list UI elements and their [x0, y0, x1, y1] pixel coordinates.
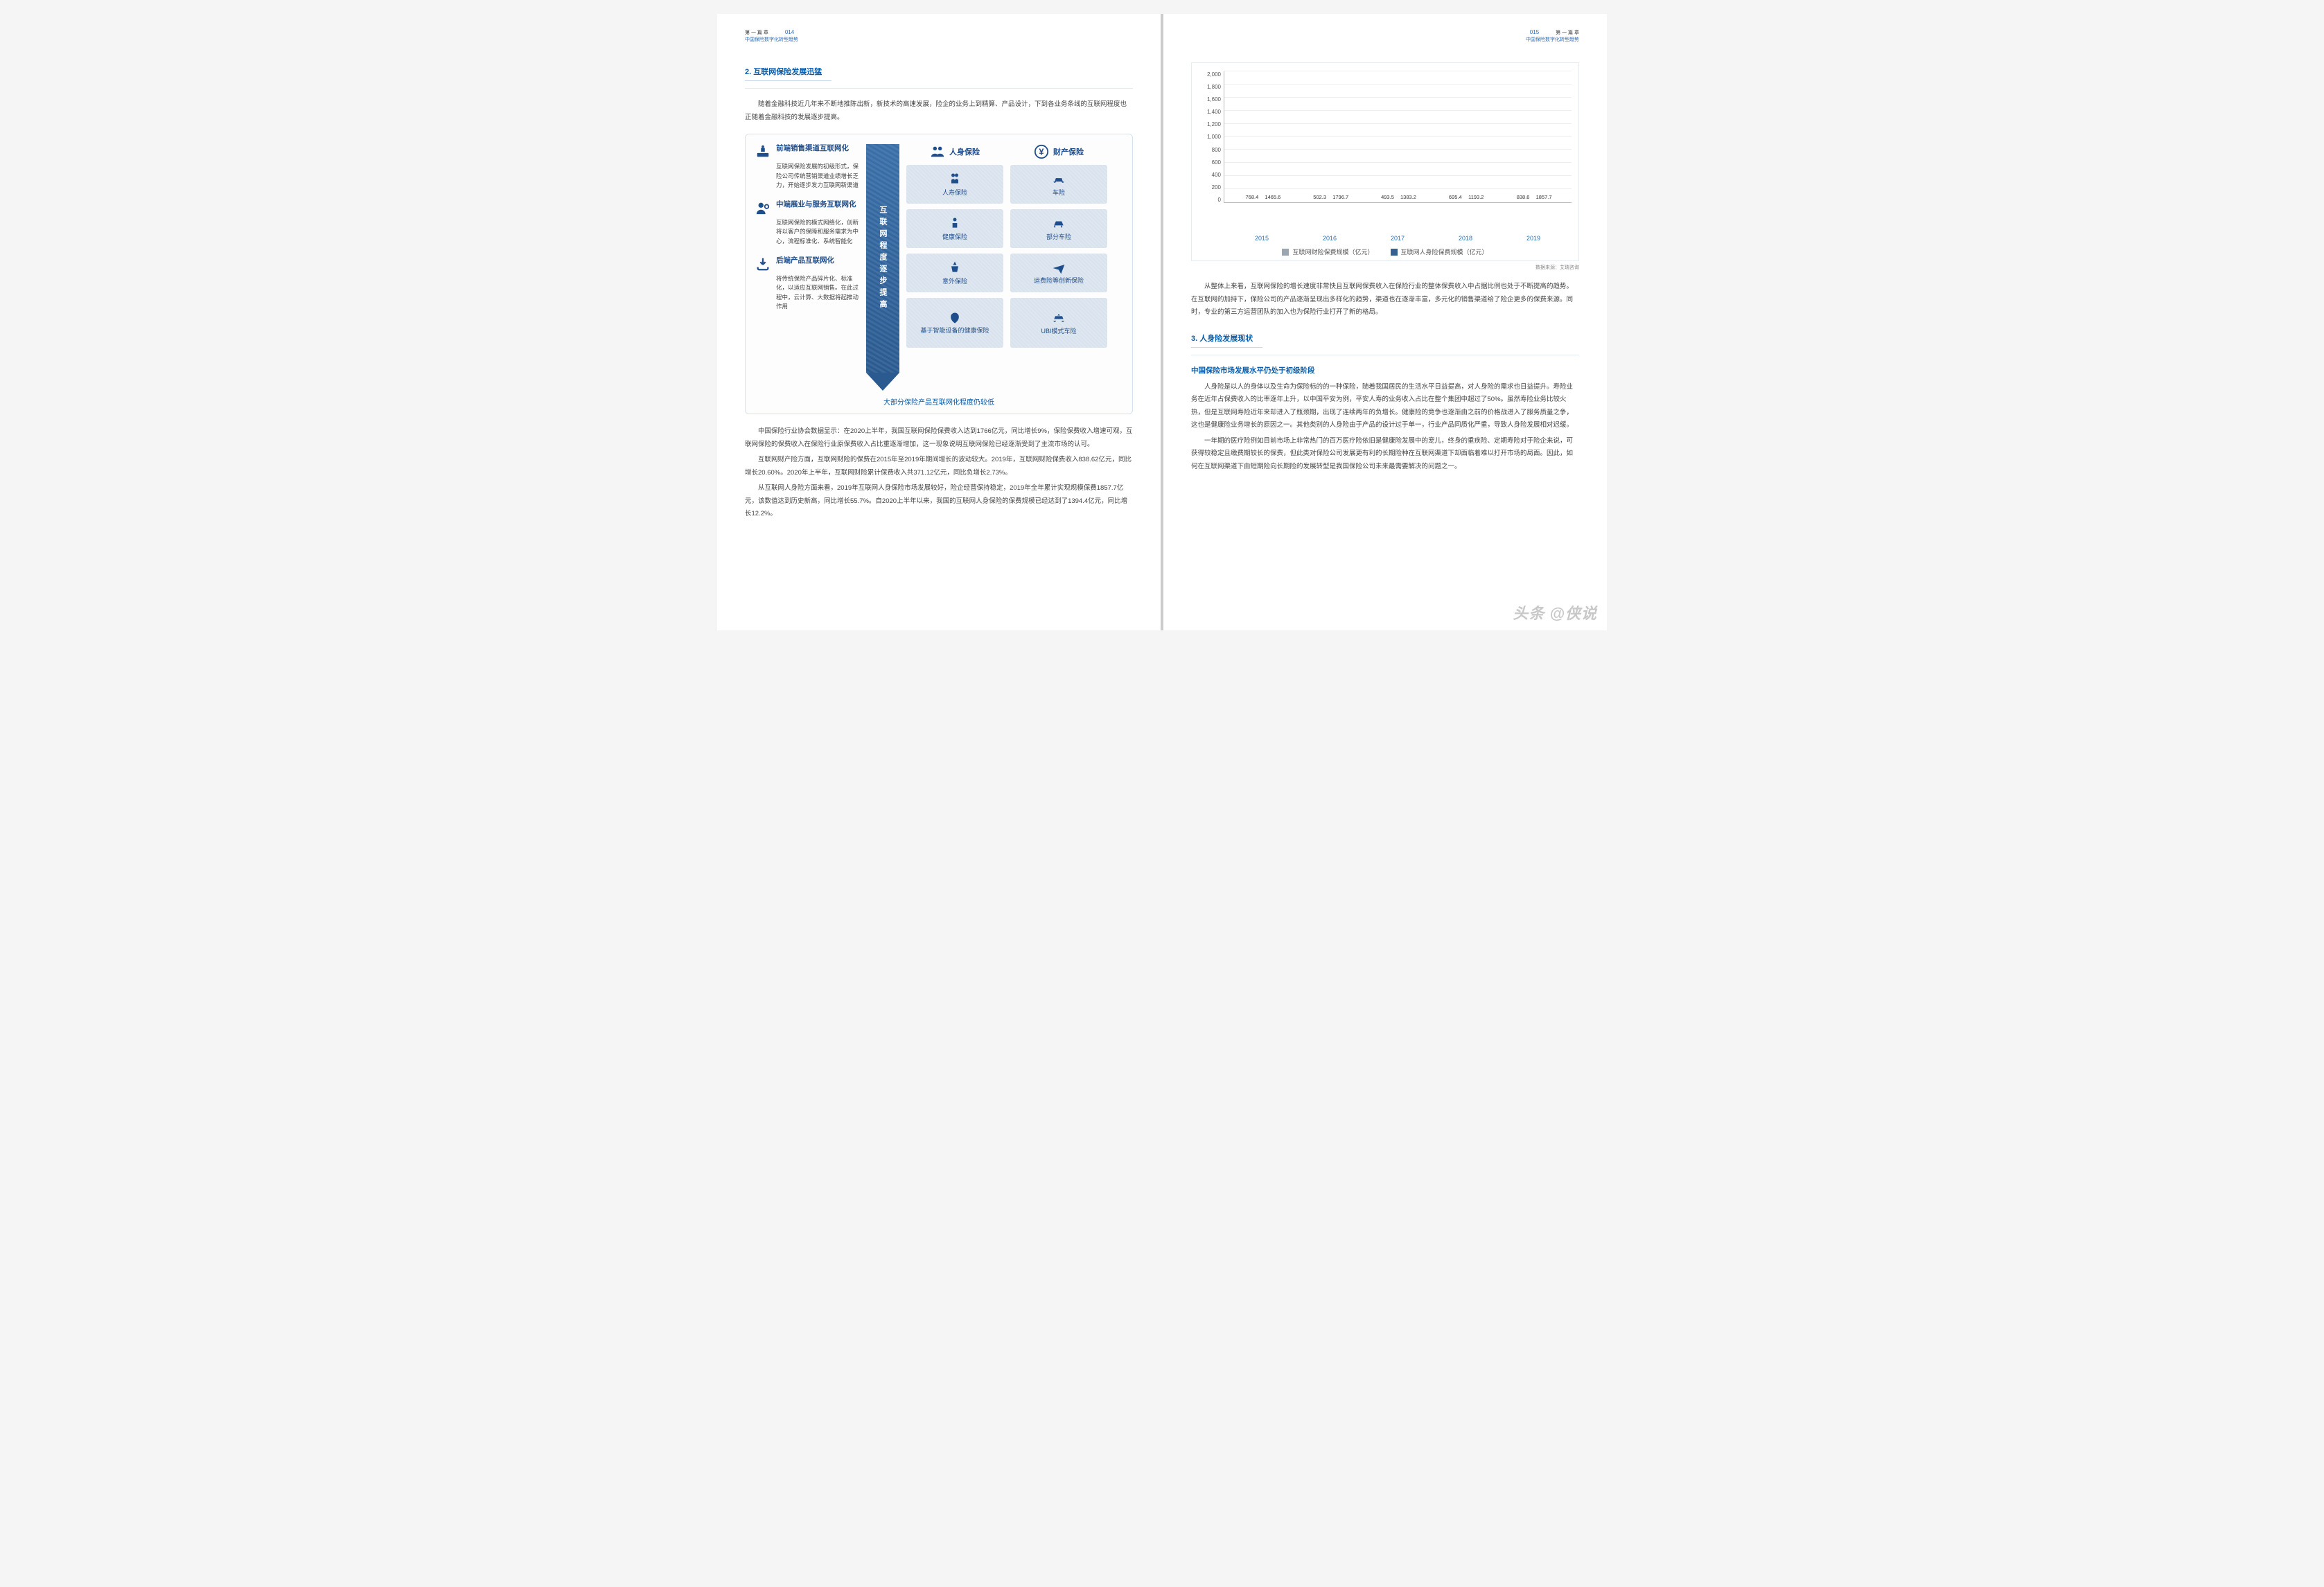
card-prop-3: UBI模式车险 [1010, 298, 1107, 348]
bar-value-label: 695.4 [1449, 194, 1462, 200]
bar-value-label: 768.4 [1246, 194, 1259, 200]
section-3-subtitle: 中国保险市场发展水平仍处于初级阶段 [1191, 365, 1579, 375]
header-right: 015 第 一 篇 章 中国保险数字化转型趋势 [1526, 29, 1579, 43]
section-2-title: 2. 互联网保险发展迅猛 [745, 62, 831, 81]
page-left: 第 一 篇 章 014 中国保险数字化转型趋势 2. 互联网保险发展迅猛 随着金… [717, 14, 1161, 630]
swatch-s2 [1391, 249, 1398, 256]
page-right: 015 第 一 篇 章 中国保险数字化转型趋势 2,0001,8001,6001… [1163, 14, 1607, 630]
infographic: 前端销售渠道互联网化 互联网保险发展的初级形式，保险公司传统营销渠道业绩增长乏力… [745, 134, 1133, 414]
arrow-column: 互联网程度逐步提高 [866, 144, 899, 391]
section-3-title-wrap: 3. 人身险发展现状 [1191, 329, 1579, 355]
channel-icon [755, 144, 771, 159]
chapter-label-r: 第 一 篇 章 [1556, 29, 1579, 36]
legend-s2: 互联网人身险保费规模（亿元） [1401, 247, 1488, 256]
col-property: ¥ 财产保险 车险 部分车险 运费险等创新保险 UBI模式车险 [1010, 144, 1107, 391]
card-prop-1: 部分车险 [1010, 209, 1107, 248]
para-r-2: 人身险是以人的身体以及生命为保险标的的一种保险，随着我国居民的生活水平日益提高，… [1191, 381, 1579, 432]
y-axis: 2,0001,8001,6001,4001,2001,0008006004002… [1199, 71, 1224, 203]
para-l-0: 中国保险行业协会数据显示：在2020上半年，我国互联网保险保费收入达到1766亿… [745, 425, 1133, 451]
section-2-title-wrap: 2. 互联网保险发展迅猛 [745, 62, 1133, 89]
bar-value-label: 493.5 [1381, 194, 1394, 200]
bar-value-label: 1796.7 [1332, 194, 1348, 200]
intro-paragraph: 随着金融科技近几年来不断地推陈出新，新技术的高速发展，险企的业务上到精算、产品设… [745, 98, 1133, 124]
bar-value-label: 502.3 [1313, 194, 1326, 200]
bar-chart: 2,0001,8001,6001,4001,2001,0008006004002… [1191, 62, 1579, 261]
header-left: 第 一 篇 章 014 中国保险数字化转型趋势 [745, 29, 798, 43]
para-l-1: 互联网财产险方面，互联网财险的保费在2015年至2019年期间增长的波动较大。2… [745, 454, 1133, 479]
svg-text:¥: ¥ [1039, 147, 1044, 157]
legend: 互联网财险保费规模（亿元） 互联网人身险保费规模（亿元） [1199, 247, 1572, 256]
card-prop-0: 车险 [1010, 165, 1107, 204]
info-left-column: 前端销售渠道互联网化 互联网保险发展的初级形式，保险公司传统营销渠道业绩增长乏力… [755, 144, 859, 391]
info-block-3: 后端产品互联网化 将传统保险产品碎片化、标准化，以适应互联网销售。在此过程中，云… [755, 256, 859, 312]
chapter-subtitle: 中国保险数字化转型趋势 [745, 36, 798, 43]
info-block-2: 中端展业与服务互联网化 互联网保险的模式网络化，创新将以客户的保障和服务需求为中… [755, 200, 859, 247]
chapter-label: 第 一 篇 章 [745, 29, 768, 36]
page-number: 014 [785, 29, 794, 35]
arrow-text: 互联网程度逐步提高 [877, 206, 888, 312]
card-life-3: 基于智能设备的健康保险 [906, 298, 1003, 348]
download-icon [755, 256, 771, 272]
yen-icon: ¥ [1034, 144, 1049, 159]
legend-s1: 互联网财险保费规模（亿元） [1292, 247, 1373, 256]
bar-value-label: 1857.7 [1536, 194, 1552, 200]
bar-value-label: 1465.6 [1265, 194, 1280, 200]
chart-source: 数据来源：艾瑞咨询 [1191, 264, 1579, 271]
gear-user-icon [755, 200, 771, 215]
info-block-1: 前端销售渠道互联网化 互联网保险发展的初级形式，保险公司传统营销渠道业绩增长乏力… [755, 144, 859, 190]
card-life-1: 健康保险 [906, 209, 1003, 248]
col-life: 人身保险 人寿保险 健康保险 意外保险 基于智能设备的健康保险 [906, 144, 1003, 391]
section-3-title: 3. 人身险发展现状 [1191, 329, 1262, 348]
info-caption: 大部分保险产品互联网化程度仍较低 [755, 396, 1123, 407]
para-r-1: 从整体上来看，互联网保险的增长速度非常快且互联网保费收入在保险行业的整体保费收入… [1191, 281, 1579, 319]
para-l-2: 从互联网人身险方面来看，2019年互联网人身保险市场发展较好，险企经营保持稳定，… [745, 482, 1133, 521]
card-life-2: 意外保险 [906, 254, 1003, 292]
bar-value-label: 838.6 [1517, 194, 1530, 200]
page-number-r: 015 [1530, 29, 1539, 35]
card-prop-2: 运费险等创新保险 [1010, 254, 1107, 292]
swatch-s1 [1282, 249, 1289, 256]
x-axis: 20152016201720182019 [1199, 231, 1572, 242]
card-life-0: 人寿保险 [906, 165, 1003, 204]
people-icon [930, 144, 945, 159]
watermark: 头条 @侠说 [1513, 601, 1597, 623]
bar-value-label: 1383.2 [1400, 194, 1416, 200]
para-r-3: 一年期的医疗险例如目前市场上非常热门的百万医疗险依旧是健康险发展中的宠儿，终身的… [1191, 435, 1579, 474]
chapter-subtitle-r: 中国保险数字化转型趋势 [1526, 36, 1579, 43]
plot-area: 768.4 1465.6 502.3 1796.7 493.5 1383.2 695.4 11… [1224, 71, 1572, 203]
bar-value-label: 1193.2 [1468, 194, 1484, 200]
